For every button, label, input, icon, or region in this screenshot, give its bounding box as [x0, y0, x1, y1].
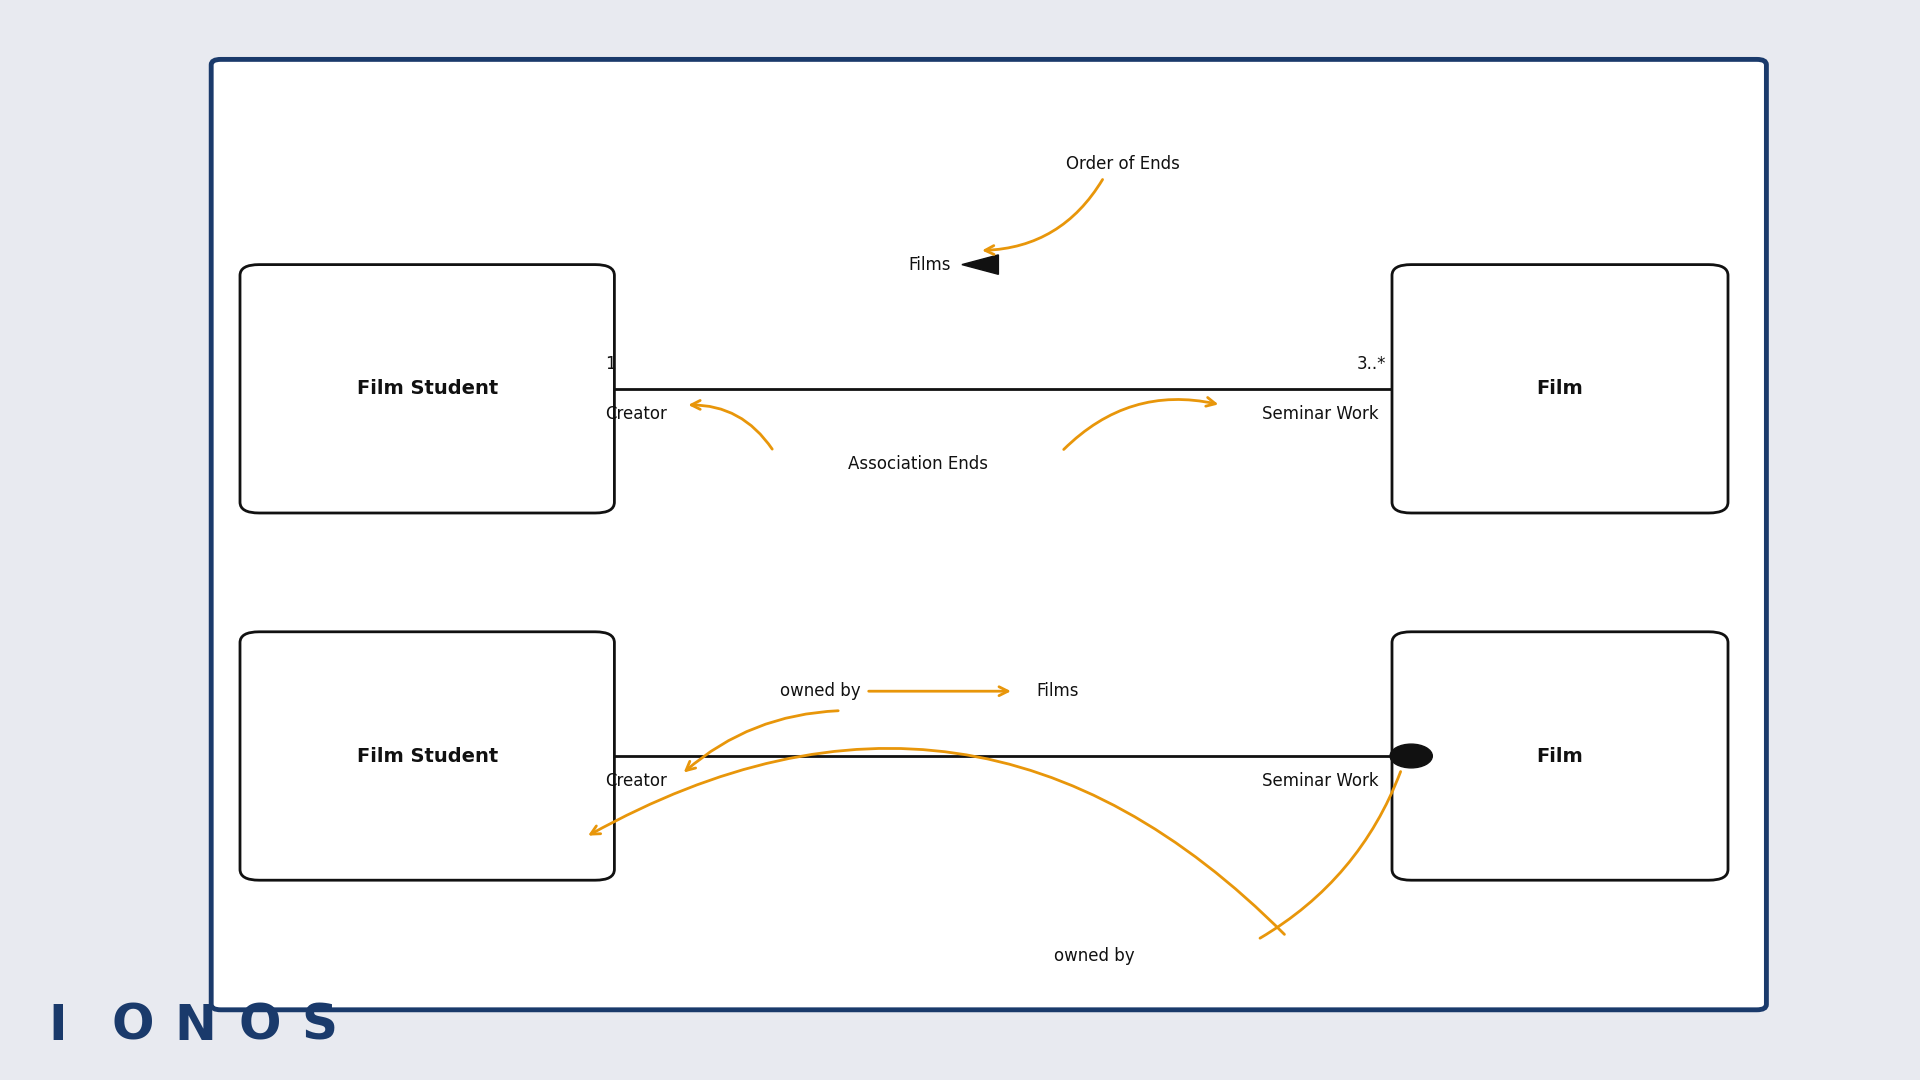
Text: 3..*: 3..* [1357, 354, 1386, 373]
Text: Association Ends: Association Ends [849, 456, 987, 473]
Text: Seminar Work: Seminar Work [1261, 405, 1379, 423]
Text: Film: Film [1536, 379, 1584, 399]
FancyBboxPatch shape [211, 59, 1766, 1010]
Text: N: N [175, 1002, 217, 1050]
Text: owned by: owned by [1054, 947, 1135, 964]
Text: I: I [48, 1002, 67, 1050]
Text: Film Student: Film Student [357, 746, 497, 766]
FancyBboxPatch shape [240, 265, 614, 513]
Polygon shape [962, 255, 998, 274]
Text: Films: Films [1037, 683, 1079, 700]
Text: Order of Ends: Order of Ends [1066, 154, 1181, 173]
Text: Films: Films [908, 256, 950, 273]
Text: 1: 1 [605, 354, 616, 373]
Text: Creator: Creator [605, 405, 666, 423]
Text: Film Student: Film Student [357, 379, 497, 399]
Text: S: S [301, 1002, 338, 1050]
FancyBboxPatch shape [240, 632, 614, 880]
Text: O: O [111, 1002, 154, 1050]
Text: Creator: Creator [605, 772, 666, 791]
Text: owned by: owned by [780, 683, 860, 700]
FancyBboxPatch shape [1392, 632, 1728, 880]
FancyBboxPatch shape [1392, 265, 1728, 513]
Text: Seminar Work: Seminar Work [1261, 772, 1379, 791]
Text: Film: Film [1536, 746, 1584, 766]
Text: O: O [238, 1002, 280, 1050]
Circle shape [1390, 744, 1432, 768]
